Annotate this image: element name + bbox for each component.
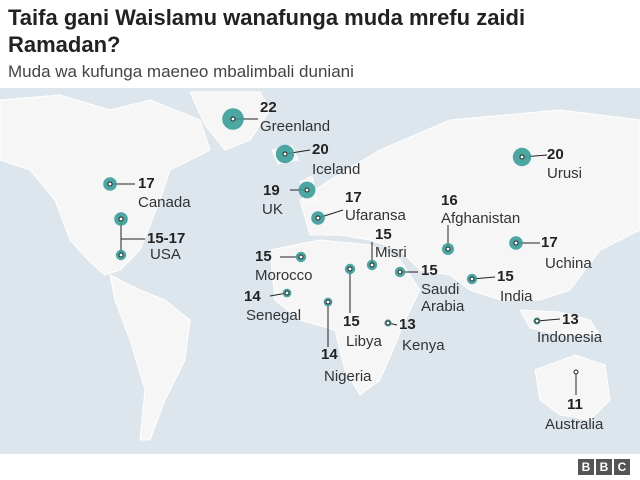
circle-dot bbox=[445, 246, 451, 252]
hours-label: 15-17 bbox=[147, 230, 186, 247]
circle-dot bbox=[397, 269, 403, 275]
location-name: Uchina bbox=[545, 255, 592, 272]
hours-label: 14 bbox=[244, 288, 261, 305]
location-name: Indonesia bbox=[537, 329, 603, 346]
location-name: India bbox=[500, 288, 533, 305]
location-name: Greenland bbox=[260, 118, 331, 135]
circle-dot bbox=[282, 151, 288, 157]
circle-dot bbox=[315, 215, 321, 221]
circle-dot bbox=[304, 187, 310, 193]
hours-label: 15 bbox=[343, 313, 360, 330]
location-name: Iceland bbox=[312, 161, 361, 178]
location-name: Canada bbox=[138, 194, 191, 211]
hours-label: 17 bbox=[138, 175, 155, 192]
location-name: Senegal bbox=[246, 307, 302, 324]
location-name: Libya bbox=[346, 333, 382, 350]
leader bbox=[536, 318, 561, 322]
hours-label: 20 bbox=[312, 141, 329, 158]
hours-label: 15 bbox=[255, 248, 272, 265]
location-name: Kenya bbox=[402, 337, 445, 354]
circle-dot bbox=[347, 266, 353, 272]
circle-dot bbox=[230, 116, 236, 122]
location-name: Ufaransa bbox=[345, 207, 406, 224]
circle-dot bbox=[118, 252, 124, 258]
circle-dot bbox=[573, 369, 579, 375]
hours-label: 20 bbox=[547, 146, 564, 163]
logo-letter: B bbox=[596, 459, 612, 475]
logo-letter: C bbox=[614, 459, 630, 475]
hours-label: 15 bbox=[421, 262, 438, 279]
circle-dot bbox=[534, 318, 540, 324]
hours-label: 17 bbox=[345, 189, 362, 206]
circle-dot bbox=[369, 262, 375, 268]
hours-label: 15 bbox=[497, 268, 514, 285]
circle-dot bbox=[298, 254, 304, 260]
circle-dot bbox=[107, 181, 113, 187]
hours-label: 14 bbox=[321, 346, 338, 363]
location-name: Urusi bbox=[547, 165, 583, 182]
logo: B B C bbox=[578, 459, 630, 475]
hours-label: 13 bbox=[562, 311, 579, 328]
hours-label: 13 bbox=[399, 316, 416, 333]
hours-label: 11 bbox=[567, 396, 583, 413]
location-name: UK bbox=[262, 201, 283, 218]
location-name: Nigeria bbox=[324, 368, 372, 385]
circle-dot bbox=[284, 290, 290, 296]
title: Taifa gani Waislamu wanafunga muda mrefu… bbox=[8, 5, 526, 57]
hours-label: 22 bbox=[260, 99, 277, 116]
circle-dot bbox=[385, 320, 391, 326]
logo-letter: B bbox=[578, 459, 594, 475]
hours-label: 19 bbox=[263, 182, 280, 199]
hours-label: 17 bbox=[541, 234, 558, 251]
subtitle: Muda wa kufunga maeneo mbalimbali dunian… bbox=[8, 62, 354, 81]
location-name: Afghanistan bbox=[441, 210, 521, 227]
circle-dot bbox=[325, 299, 331, 305]
location-name: Misri bbox=[375, 244, 407, 261]
location-name: Morocco bbox=[255, 267, 313, 284]
hours-label: 16 bbox=[441, 192, 458, 209]
circle-dot bbox=[118, 216, 124, 222]
location-name: Australia bbox=[545, 416, 604, 433]
location-name: Saudi Arabia bbox=[421, 281, 465, 315]
circle-dot bbox=[513, 240, 519, 246]
circle-dot bbox=[469, 276, 475, 282]
hours-label: 15 bbox=[375, 226, 392, 243]
circle-dot bbox=[519, 154, 525, 160]
location-name: USA bbox=[150, 246, 181, 263]
